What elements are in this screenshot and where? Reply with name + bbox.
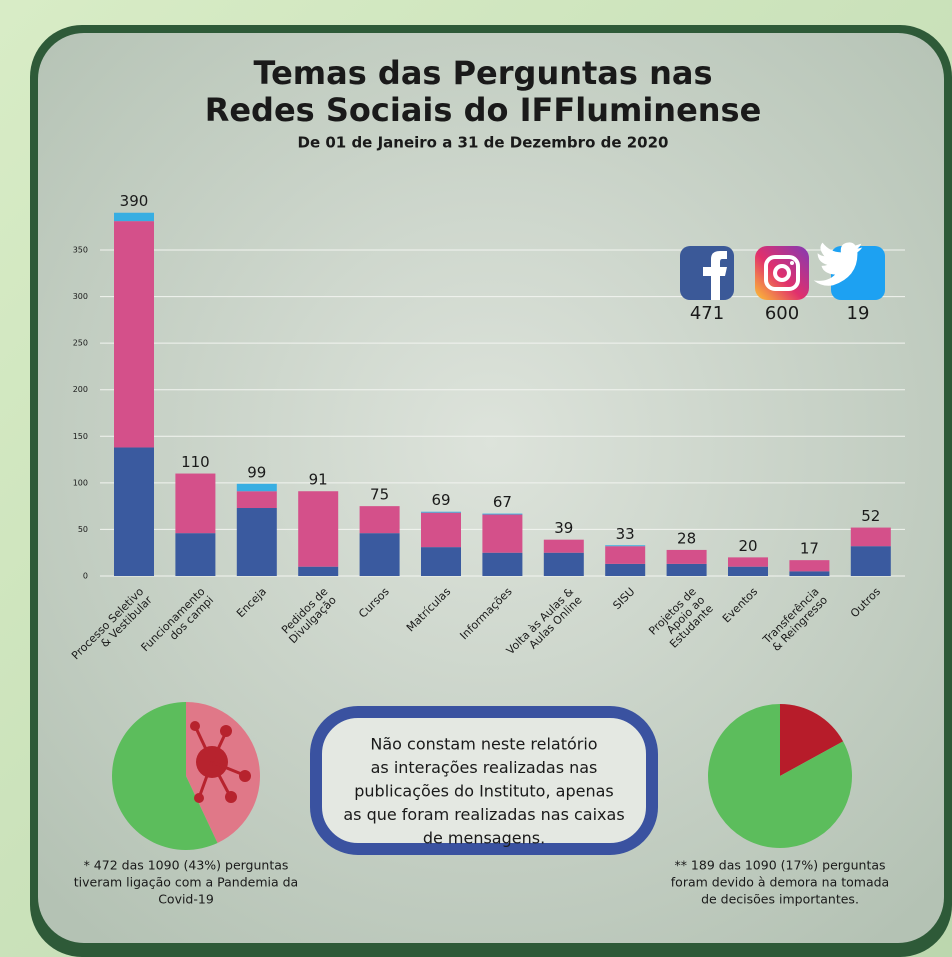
instagram-icon [755, 246, 809, 300]
bar-segment [543, 552, 584, 576]
instagram-glyph [764, 255, 800, 291]
notice: Não constam neste relatório as interações… [343, 735, 624, 848]
bar-segment [728, 557, 768, 567]
instagram-glyph [790, 261, 794, 265]
total-label: 20 [738, 537, 757, 555]
bar-segment [850, 527, 891, 547]
notice-line: as interações realizadas nas [371, 758, 598, 777]
pie-slice [707, 704, 852, 848]
bar-segment [421, 547, 461, 576]
pie-note: foram devido à demora na tomada [671, 875, 889, 890]
bar-segment [298, 566, 339, 576]
bar-segment [482, 514, 523, 553]
pie-note: * 472 das 1090 (43%) perguntas [84, 858, 289, 873]
total-label: 91 [309, 471, 328, 489]
legend [680, 242, 885, 300]
bar-segment [605, 563, 646, 576]
pie-note: tiveram ligação com a Pandemia da [74, 875, 298, 890]
bar-segment [359, 506, 400, 534]
bar-segment [114, 447, 154, 576]
bar-segment [543, 539, 584, 553]
bar-segment [236, 491, 277, 509]
y-tick-label: 250 [73, 339, 88, 348]
total-label: 75 [370, 486, 389, 504]
total-label: 110 [181, 453, 210, 471]
notice-line: publicações do Instituto, apenas [354, 782, 613, 801]
bar-segment [605, 545, 646, 547]
pie-slice [112, 702, 218, 851]
total-label: 69 [431, 491, 450, 509]
bar-segment [850, 546, 891, 576]
bar-segment [175, 473, 216, 534]
virus-icon [190, 721, 251, 803]
subtitle: De 01 de Janeiro a 31 de Dezembro de 202… [298, 134, 669, 152]
bar-segment [421, 512, 461, 548]
instagram-glyph [773, 264, 791, 282]
pie-note: ** 189 das 1090 (17%) perguntas [674, 858, 885, 873]
twitter-glyph [813, 242, 863, 286]
bar-segment [789, 571, 830, 576]
bar-segment [789, 560, 830, 572]
bar-segment [359, 533, 400, 576]
y-tick-label: 100 [73, 478, 88, 487]
total-label: 390 [120, 192, 149, 210]
bar-segment [114, 212, 154, 222]
notice-line: de mensagens. [423, 829, 545, 848]
total-label: 33 [616, 525, 635, 543]
bar-segment [298, 491, 339, 567]
bar-segment [421, 511, 461, 513]
total-label: 28 [677, 529, 696, 547]
legend-count: 471 [690, 303, 724, 324]
notice-line: Não constam neste relatório [370, 735, 597, 754]
bar-segment [114, 221, 154, 448]
y-tick-label: 350 [73, 246, 88, 255]
pie-note: Covid-19 [158, 892, 214, 907]
total-label: 52 [861, 507, 880, 525]
title: Temas das Perguntas nas [254, 54, 713, 92]
title: Redes Sociais do IFFluminense [205, 91, 762, 129]
legend-count: 19 [847, 303, 870, 324]
notice-line: as que foram realizadas nas caixas [343, 805, 624, 824]
total-label: 17 [800, 540, 819, 558]
facebook-glyph [703, 251, 727, 300]
bar-segment [175, 533, 216, 576]
bar-segment [666, 549, 707, 564]
legend-count: 600 [765, 303, 799, 324]
total-label: 39 [554, 519, 573, 537]
pie-slice [780, 704, 844, 776]
bar-segment [666, 563, 707, 576]
bar-segment [728, 566, 768, 576]
notice-box [310, 706, 658, 855]
bar-segment [605, 546, 646, 564]
total-label: 99 [247, 463, 266, 481]
y-tick-label: 300 [73, 292, 88, 301]
pie-note: de decisões importantes. [701, 892, 859, 907]
y-tick-label: 200 [73, 385, 88, 394]
total-label: 67 [493, 493, 512, 511]
bar-segment [236, 508, 277, 576]
bar-segment [482, 513, 523, 515]
y-tick-label: 50 [78, 525, 88, 534]
y-tick-label: 150 [73, 432, 88, 441]
bar-segment [236, 483, 277, 492]
bar-segment [482, 552, 523, 576]
y-tick-label: 0 [83, 572, 88, 581]
